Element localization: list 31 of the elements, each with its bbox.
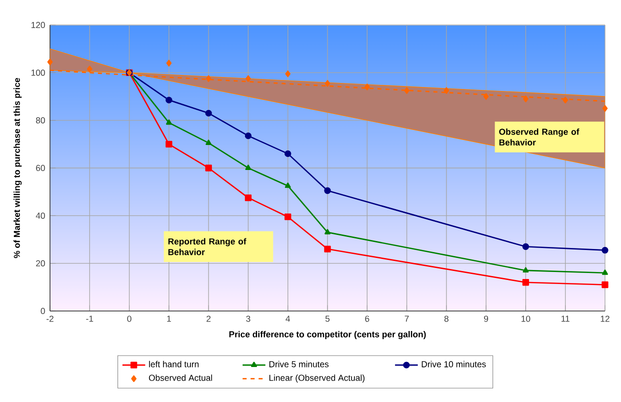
x-tick-label: 7	[404, 316, 409, 322]
y-tick-label: 60	[36, 164, 45, 172]
legend-label: Observed Actual	[148, 374, 212, 381]
x-tick-label: 9	[484, 316, 488, 322]
y-tick-label: 100	[32, 70, 45, 76]
legend-label: Linear (Observed Actual)	[269, 374, 364, 383]
x-tick-label: 4	[286, 316, 290, 322]
x-tick-label: 6	[365, 316, 370, 322]
x-tick-label: 11	[562, 316, 570, 322]
x-tick-label: -1	[86, 316, 94, 322]
y-tick-label: 20	[36, 260, 45, 266]
x-tick-label: 1	[167, 316, 171, 322]
x-tick-label: 5	[325, 316, 330, 322]
y-tick-label: 40	[36, 212, 45, 219]
x-axis-title: Price difference to competitor (cents per gallon)	[229, 330, 426, 340]
x-tick-label: 2	[206, 316, 211, 322]
legend-label: Drive 5 minutes	[269, 360, 329, 368]
y-axis-title: % of Market willing to purchase at this price	[14, 78, 22, 258]
annotation: Reported Range of Behavior	[168, 238, 246, 256]
x-tick-label: 3	[246, 316, 250, 322]
x-tick-label: -2	[46, 316, 54, 322]
y-tick-label: 120	[32, 22, 45, 28]
x-tick-label: 0	[127, 316, 132, 322]
legend-label: left hand turn	[149, 360, 199, 368]
y-tick-label: 80	[36, 117, 45, 124]
x-tick-label: 10	[522, 316, 530, 322]
x-tick-label: 8	[444, 316, 448, 322]
legend-label: Drive 10 minutes	[422, 360, 486, 368]
y-tick-label: 0	[40, 308, 45, 314]
x-tick-label: 12	[600, 316, 610, 322]
annotation: Observed Range of Behavior	[499, 128, 580, 146]
